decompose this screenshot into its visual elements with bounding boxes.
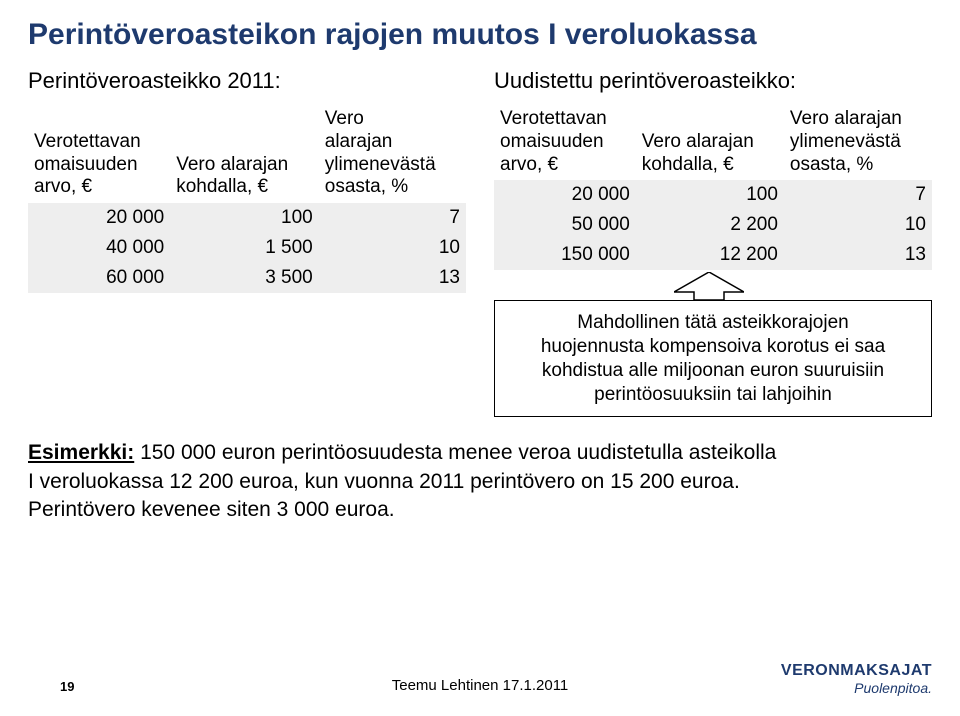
note-line: huojennusta kompensoiva korotus ei saa (541, 336, 885, 357)
hdr-text: kohdalla, € (642, 154, 734, 175)
cell: 3 500 (170, 263, 319, 293)
hdr-text: Verotettavan (34, 131, 141, 152)
table-row: 50 000 2 200 10 (494, 210, 932, 240)
arrow-wrapper (494, 270, 932, 300)
cell: 100 (636, 180, 784, 210)
slide: Perintöveroasteikon rajojen muutos I ver… (0, 0, 960, 716)
note-line: perintöosuuksiin tai lahjoihin (594, 384, 832, 405)
table-row: 60 000 3 500 13 (28, 263, 466, 293)
left-column: Perintöveroasteikko 2011: Verotettavan o… (28, 68, 466, 417)
cell: 7 (319, 203, 466, 233)
cell: 20 000 (28, 203, 170, 233)
note-line: kohdistua alle miljoonan euron suuruisii… (542, 360, 884, 381)
col3-header: Vero alarajan ylimenevästä osasta, % (319, 104, 466, 203)
cell: 13 (319, 263, 466, 293)
cell: 7 (784, 180, 932, 210)
brand-main: VERONMAKSAJAT (781, 662, 932, 680)
hdr-text: ylimenevästä (325, 154, 436, 175)
cell: 10 (784, 210, 932, 240)
hdr-text: arvo, € (500, 154, 558, 175)
author-line: Teemu Lehtinen 17.1.2011 (392, 677, 569, 694)
hdr-text: osasta, % (325, 176, 408, 197)
page-number: 19 (60, 679, 74, 694)
example-lead: Esimerkki: (28, 441, 134, 464)
col2-header: Vero alarajan kohdalla, € (636, 104, 784, 180)
tables-row: Perintöveroasteikko 2011: Verotettavan o… (28, 68, 932, 417)
footer: 19 Teemu Lehtinen 17.1.2011 VERONMAKSAJA… (0, 654, 960, 702)
cell: 20 000 (494, 180, 636, 210)
up-arrow-icon (674, 272, 744, 300)
cell: 1 500 (170, 233, 319, 263)
cell: 10 (319, 233, 466, 263)
hdr-text: Vero alarajan (642, 131, 754, 152)
cell: 50 000 (494, 210, 636, 240)
hdr-text: omaisuuden (34, 154, 138, 175)
right-table: Verotettavan omaisuuden arvo, € Vero ala… (494, 104, 932, 270)
note-box: Mahdollinen tätä asteikkorajojen huojenn… (494, 300, 932, 417)
hdr-text: alarajan (325, 131, 393, 152)
table-header-row: Verotettavan omaisuuden arvo, € Vero ala… (494, 104, 932, 180)
cell: 100 (170, 203, 319, 233)
table-row: 20 000 100 7 (494, 180, 932, 210)
col2-header: Vero alarajan kohdalla, € (170, 104, 319, 203)
col1-header: Verotettavan omaisuuden arvo, € (28, 104, 170, 203)
brand: VERONMAKSAJAT Puolenpitoa. (781, 662, 932, 696)
example-line: 150 000 euron perintöosuudesta menee ver… (134, 441, 776, 464)
right-heading: Uudistettu perintöveroasteikko: (494, 68, 932, 94)
col3-header: Vero alarajan ylimenevästä osasta, % (784, 104, 932, 180)
left-heading: Perintöveroasteikko 2011: (28, 68, 466, 94)
hdr-text: Vero alarajan (790, 108, 902, 129)
hdr-text: kohdalla, € (176, 176, 268, 197)
hdr-text: omaisuuden (500, 131, 604, 152)
cell: 12 200 (636, 240, 784, 270)
example-line: I veroluokassa 12 200 euroa, kun vuonna … (28, 470, 740, 493)
hdr-text: osasta, % (790, 154, 873, 175)
example-line: Perintövero kevenee siten 3 000 euroa. (28, 498, 395, 521)
cell: 150 000 (494, 240, 636, 270)
cell: 2 200 (636, 210, 784, 240)
table-header-row: Verotettavan omaisuuden arvo, € Vero ala… (28, 104, 466, 203)
right-column: Uudistettu perintöveroasteikko: Verotett… (494, 68, 932, 417)
left-table: Verotettavan omaisuuden arvo, € Vero ala… (28, 104, 466, 293)
table-row: 20 000 100 7 (28, 203, 466, 233)
page-title: Perintöveroasteikon rajojen muutos I ver… (28, 18, 932, 52)
example-text: Esimerkki: 150 000 euron perintöosuudest… (28, 439, 932, 524)
table-row: 150 000 12 200 13 (494, 240, 932, 270)
cell: 60 000 (28, 263, 170, 293)
hdr-text: Verotettavan (500, 108, 607, 129)
hdr-text: Vero (325, 108, 364, 129)
col1-header: Verotettavan omaisuuden arvo, € (494, 104, 636, 180)
hdr-text: Vero alarajan (176, 154, 288, 175)
table-row: 40 000 1 500 10 (28, 233, 466, 263)
cell: 40 000 (28, 233, 170, 263)
hdr-text: ylimenevästä (790, 131, 901, 152)
brand-sub: Puolenpitoa. (781, 680, 932, 696)
note-line: Mahdollinen tätä asteikkorajojen (577, 312, 848, 333)
cell: 13 (784, 240, 932, 270)
hdr-text: arvo, € (34, 176, 92, 197)
